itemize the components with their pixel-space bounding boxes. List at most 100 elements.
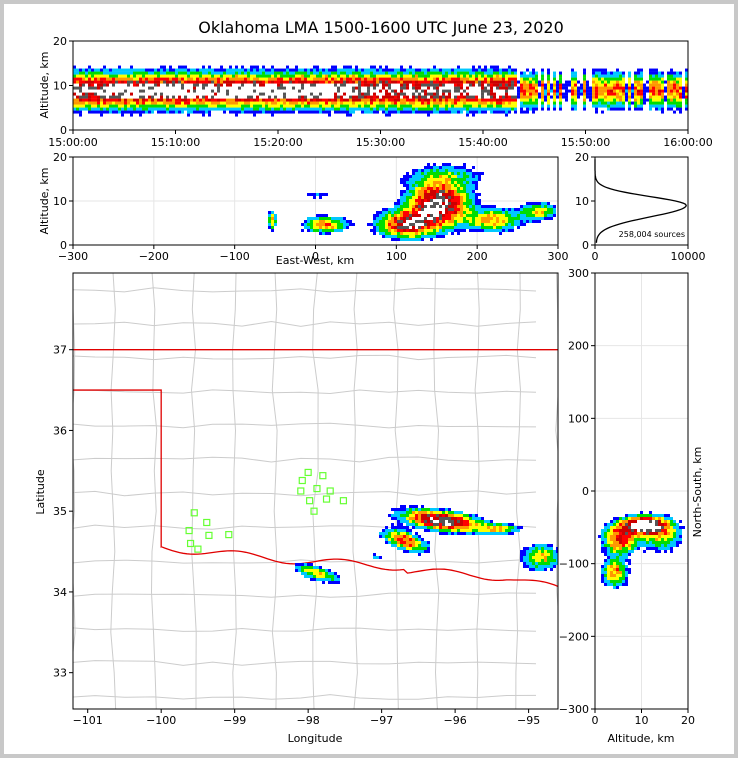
time-altitude-cell <box>508 92 511 96</box>
time-altitude-cell <box>160 89 163 93</box>
time-altitude-cell <box>673 95 676 99</box>
time-altitude-cell <box>364 92 367 96</box>
time-altitude-cell <box>130 77 133 81</box>
time-altitude-cell <box>334 80 337 84</box>
time-altitude-cell <box>406 98 409 102</box>
plan-view-cell <box>319 575 322 578</box>
time-altitude-cell <box>676 86 679 90</box>
time-altitude-cell <box>529 74 532 78</box>
time-altitude-cell <box>133 92 136 96</box>
ew-altitude-cell <box>403 205 406 208</box>
time-altitude-cell <box>526 92 529 96</box>
plan-view-cell <box>421 544 424 547</box>
ew-altitude-cell <box>352 223 355 226</box>
ew-altitude-cell <box>424 175 427 178</box>
time-altitude-cell <box>88 65 91 69</box>
plan-view-cell <box>421 505 424 508</box>
plan-view-cell <box>538 547 541 550</box>
time-altitude-cell <box>91 92 94 96</box>
ew-altitude-cell <box>478 223 481 226</box>
time-altitude-cell <box>166 107 169 111</box>
time-altitude-cell <box>298 86 301 90</box>
time-altitude-cell <box>583 77 586 81</box>
ns-altitude-cell <box>625 577 628 580</box>
time-altitude-cell <box>346 86 349 90</box>
time-altitude-cell <box>97 71 100 75</box>
ew-altitude-cell <box>307 220 310 223</box>
ew-altitude-cell <box>445 223 448 226</box>
ew-altitude-cell <box>319 232 322 235</box>
time-altitude-cell <box>73 104 76 108</box>
plan-view-cell <box>478 523 481 526</box>
time-altitude-cell <box>466 89 469 93</box>
time-altitude-cell <box>151 74 154 78</box>
time-altitude-cell <box>343 89 346 93</box>
time-altitude-cell <box>253 101 256 105</box>
time-altitude-cell <box>418 68 421 72</box>
time-altitude-cell <box>196 74 199 78</box>
ns-altitude-cell <box>637 535 640 538</box>
time-altitude-cell <box>175 74 178 78</box>
plan-view-xtick-label: −98 <box>297 714 320 727</box>
plan-view-cell <box>520 526 523 529</box>
time-altitude-cell <box>235 86 238 90</box>
ew-altitude-cell <box>316 214 319 217</box>
time-altitude-cell <box>97 101 100 105</box>
time-altitude-cell <box>496 92 499 96</box>
time-altitude-cell <box>85 101 88 105</box>
time-altitude-cell <box>418 77 421 81</box>
ew-altitude-cell <box>454 178 457 181</box>
time-altitude-cell <box>112 89 115 93</box>
time-altitude-cell <box>514 71 517 75</box>
time-altitude-cell <box>181 110 184 114</box>
time-altitude-cell <box>412 71 415 75</box>
time-altitude-cell <box>322 107 325 111</box>
ns-altitude-cell <box>664 520 667 523</box>
ns-altitude-cell <box>607 568 610 571</box>
time-altitude-cell <box>640 77 643 81</box>
time-altitude-cell <box>301 95 304 99</box>
time-altitude-cell <box>214 68 217 72</box>
time-altitude-cell <box>151 107 154 111</box>
ns-altitude-cell <box>652 520 655 523</box>
time-altitude-cell <box>238 107 241 111</box>
time-altitude-cell <box>601 68 604 72</box>
plan-view-cell <box>334 581 337 584</box>
time-altitude-cell <box>187 89 190 93</box>
plan-view-cell <box>487 523 490 526</box>
time-altitude-cell <box>151 92 154 96</box>
ew-altitude-cell <box>322 232 325 235</box>
time-altitude-cell <box>292 107 295 111</box>
time-altitude-cell <box>670 92 673 96</box>
time-altitude-cell <box>217 95 220 99</box>
time-altitude-cell <box>523 89 526 93</box>
ew-altitude-cell <box>466 217 469 220</box>
time-altitude-cell <box>193 110 196 114</box>
time-altitude-cell <box>106 74 109 78</box>
time-altitude-cell <box>484 65 487 69</box>
ew-altitude-cell <box>442 229 445 232</box>
time-altitude-cell <box>445 110 448 114</box>
time-altitude-cell <box>307 83 310 87</box>
ew-altitude-cell <box>469 187 472 190</box>
time-altitude-cell <box>169 92 172 96</box>
time-altitude-cell <box>310 74 313 78</box>
county-line <box>352 273 358 709</box>
time-altitude-cell <box>433 80 436 84</box>
ew-altitude-cell <box>448 181 451 184</box>
county-line <box>393 273 400 709</box>
time-altitude-cell <box>124 68 127 72</box>
time-altitude-cell <box>541 86 544 90</box>
ns-altitude-cell <box>622 532 625 535</box>
time-altitude-cell <box>160 98 163 102</box>
ns-altitude-cell <box>676 523 679 526</box>
time-altitude-cell <box>232 101 235 105</box>
time-altitude-cell <box>640 68 643 72</box>
plan-view-cell <box>430 523 433 526</box>
time-altitude-cell <box>520 83 523 87</box>
ew-altitude-cell <box>430 205 433 208</box>
ns-altitude-cell <box>628 514 631 517</box>
ns-altitude-cell <box>604 544 607 547</box>
time-altitude-cell <box>415 71 418 75</box>
time-altitude-cell <box>181 89 184 93</box>
